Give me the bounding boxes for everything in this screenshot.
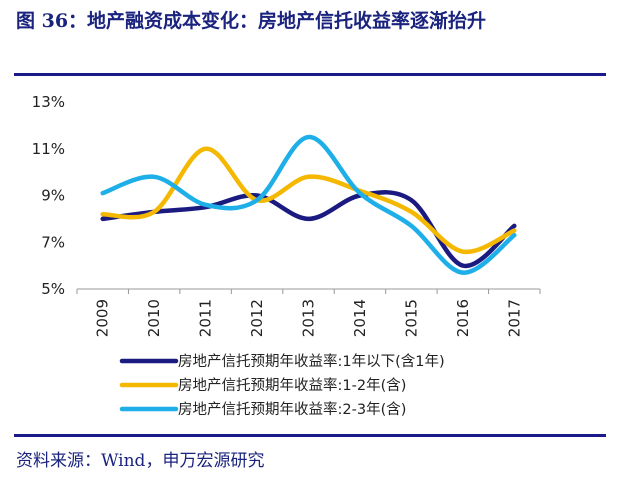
- y-tick-label: 5%: [41, 280, 65, 298]
- y-tick-label: 9%: [41, 187, 65, 205]
- x-tick-label: 2017: [505, 299, 523, 337]
- legend-label-2: 房地产信托预期年收益率:1-2年(含): [178, 377, 406, 394]
- x-tick-label: 2011: [197, 299, 215, 337]
- legend-label-1: 房地产信托预期年收益率:1年以下(含1年): [178, 353, 445, 370]
- x-tick-label: 2012: [248, 299, 266, 337]
- y-tick-label: 7%: [41, 233, 65, 251]
- series-line-1: [100, 190, 517, 268]
- y-tick-label: 11%: [32, 140, 65, 158]
- x-tick-label: 2014: [351, 299, 369, 337]
- line-chart: 5% 7% 9% 11% 13% 2009 2010 2011 2012 2013 2014 2015…: [32, 93, 541, 418]
- chart-axes: 5% 7% 9% 11% 13% 2009 2010 2011 2012 2013 2014 2015…: [32, 93, 541, 337]
- header-rule: [14, 73, 606, 76]
- chart-legend: 房地产信托预期年收益率:1年以下(含1年) 房地产信托预期年收益率:1-2年(含)…: [119, 353, 445, 418]
- x-tick-label: 2013: [300, 299, 318, 337]
- legend-label-3: 房地产信托预期年收益率:2-3年(含): [178, 401, 406, 418]
- x-tick-label: 2015: [402, 299, 420, 337]
- series-line-3: [100, 134, 517, 275]
- source-note: 资料来源：Wind，申万宏源研究: [16, 451, 265, 471]
- x-tick-label: 2009: [94, 299, 112, 337]
- footer-rule: [14, 434, 606, 437]
- series-line-2: [100, 146, 517, 254]
- chart-title: 图 36：地产融资成本变化：房地产信托收益率逐渐抬升: [16, 10, 487, 32]
- chart-series: [100, 134, 517, 275]
- x-tick-label: 2016: [454, 299, 472, 337]
- y-tick-label: 13%: [32, 93, 65, 111]
- x-tick-label: 2010: [145, 299, 163, 337]
